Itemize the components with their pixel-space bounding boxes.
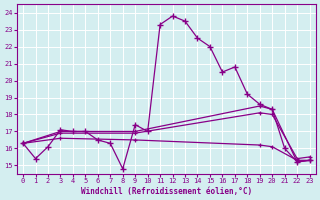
- X-axis label: Windchill (Refroidissement éolien,°C): Windchill (Refroidissement éolien,°C): [81, 187, 252, 196]
